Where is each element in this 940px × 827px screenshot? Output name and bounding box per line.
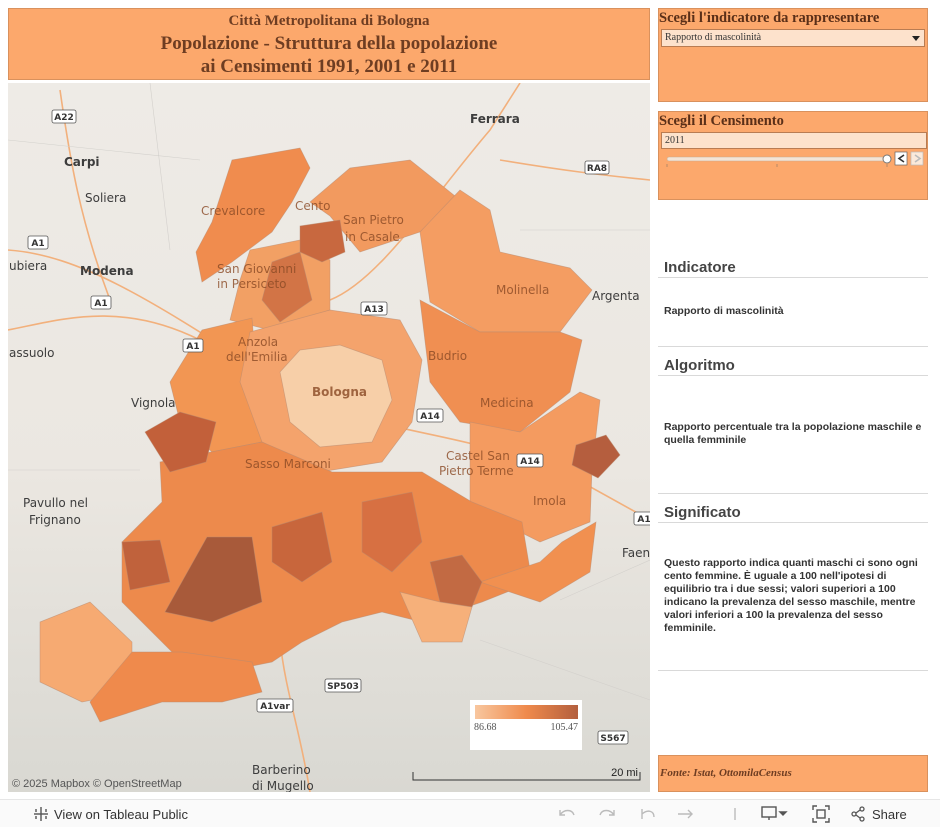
rule [658, 346, 928, 347]
title-line: Città Metropolitana di Bologna [228, 13, 430, 29]
scale-label: 20 mi [611, 767, 638, 779]
place-label: Pietro Terme [439, 464, 514, 478]
section-heading: Significato [664, 504, 741, 521]
section-text: Questo rapporto indica quanti maschi ci … [664, 557, 918, 634]
section-heading: Indicatore [664, 259, 736, 276]
place-label: Carpi [64, 155, 100, 169]
view-on-tableau[interactable]: View on Tableau Public [32, 806, 188, 822]
title-line: ai Censimenti 1991, 2001 e 2011 [200, 56, 458, 77]
section-heading: Algoritmo [664, 357, 735, 374]
panel-title: Scegli l'indicatore da rappresentare [659, 10, 880, 26]
place-label: Budrio [428, 349, 467, 363]
place-label: ubiera [9, 259, 47, 273]
source-panel: Fonte: Istat, OttomilaCensus [658, 755, 928, 792]
rule [658, 670, 928, 671]
place-label: Imola [533, 494, 566, 508]
road-label: A1 [186, 342, 199, 352]
census-panel: Scegli il Censimento 2011 [658, 111, 928, 200]
share-icon [851, 806, 865, 822]
place-label: assuolo [9, 346, 54, 360]
indicator-panel: Scegli l'indicatore da rappresentare Rap… [658, 8, 928, 102]
census-value-box: 2011 [661, 132, 927, 149]
title-line: Popolazione - Struttura della popolazion… [160, 33, 498, 54]
road-label: A1var [260, 702, 290, 712]
dropdown-value: Rapporto di mascolinità [665, 32, 762, 43]
road-label: A13 [364, 305, 384, 315]
place-label: Crevalcore [201, 204, 265, 218]
minor-roads [8, 83, 650, 701]
legend-min: 86.68 [474, 722, 497, 733]
section-text: Rapporto percentuale tra la popolazione … [664, 421, 922, 446]
share-label: Share [872, 806, 907, 822]
panel-title: Scegli il Censimento [659, 113, 784, 129]
view-label: View on Tableau Public [54, 806, 188, 822]
scale-bar [412, 772, 641, 781]
municipalities [39, 147, 621, 723]
road-label: SP503 [327, 682, 359, 692]
place-label: Cento [295, 199, 330, 213]
place-label: San Pietro [343, 213, 404, 227]
place-label: Argenta [592, 289, 640, 303]
place-label: Soliera [85, 191, 126, 205]
place-label: Medicina [480, 396, 534, 410]
place-label: Ferrara [470, 112, 520, 126]
place-label: Pavullo nel [23, 496, 88, 510]
legend-gradient [475, 705, 578, 719]
place-label: Modena [80, 264, 134, 278]
place-label: San Giovanni [217, 262, 296, 276]
section-text: Rapporto di mascolinità [664, 305, 784, 317]
slider[interactable] [663, 150, 927, 170]
road-label: A1 [94, 299, 107, 309]
place-label: Bologna [312, 385, 367, 399]
road-shields [27, 109, 650, 745]
dropdown[interactable]: Rapporto di mascolinità [661, 29, 925, 47]
place-label: di Mugello [252, 779, 314, 792]
road-label: A22 [54, 113, 74, 123]
road-label: A1 [31, 239, 44, 249]
rule [658, 493, 928, 494]
place-label: in Casale [345, 230, 400, 244]
place-label: in Persiceto [217, 277, 287, 291]
dropdown-arrow [912, 36, 920, 41]
toolbar-icons[interactable] [556, 805, 806, 823]
census-value: 2011 [665, 135, 685, 146]
rule [658, 375, 928, 376]
rule [658, 277, 928, 278]
fullscreen-icon[interactable] [812, 805, 830, 823]
place-label: Vignola [131, 396, 176, 410]
place-label: Sasso Marconi [245, 457, 331, 471]
road-label: A14 [420, 412, 440, 422]
tableau-icon [34, 807, 48, 821]
place-label: Anzola [238, 335, 278, 349]
place-label: Castel San [446, 449, 510, 463]
map[interactable]: Ferrara Carpi Soliera Crevalcore Cento S… [8, 83, 650, 792]
place-label: Molinella [496, 283, 549, 297]
road-label: RA8 [587, 164, 607, 174]
place-label: Faen [622, 546, 650, 560]
title-panel: Città Metropolitana di Bologna Popolazio… [8, 8, 650, 80]
attribution: © 2025 Mapbox © OpenStreetMap [12, 778, 182, 790]
source-text: Fonte: Istat, OttomilaCensus [660, 767, 792, 779]
place-label: Barberino [252, 763, 311, 777]
place-label: Frignano [29, 513, 81, 527]
toolbar: View on Tableau Public Share [0, 799, 940, 827]
rule [658, 522, 928, 523]
place-label: dell'Emilia [226, 350, 288, 364]
road-label: S567 [600, 734, 625, 744]
road-label: A14 [520, 457, 540, 467]
road-label: A1 [637, 515, 650, 525]
share-button[interactable]: Share [850, 806, 907, 822]
legend-max: 105.47 [551, 722, 579, 733]
